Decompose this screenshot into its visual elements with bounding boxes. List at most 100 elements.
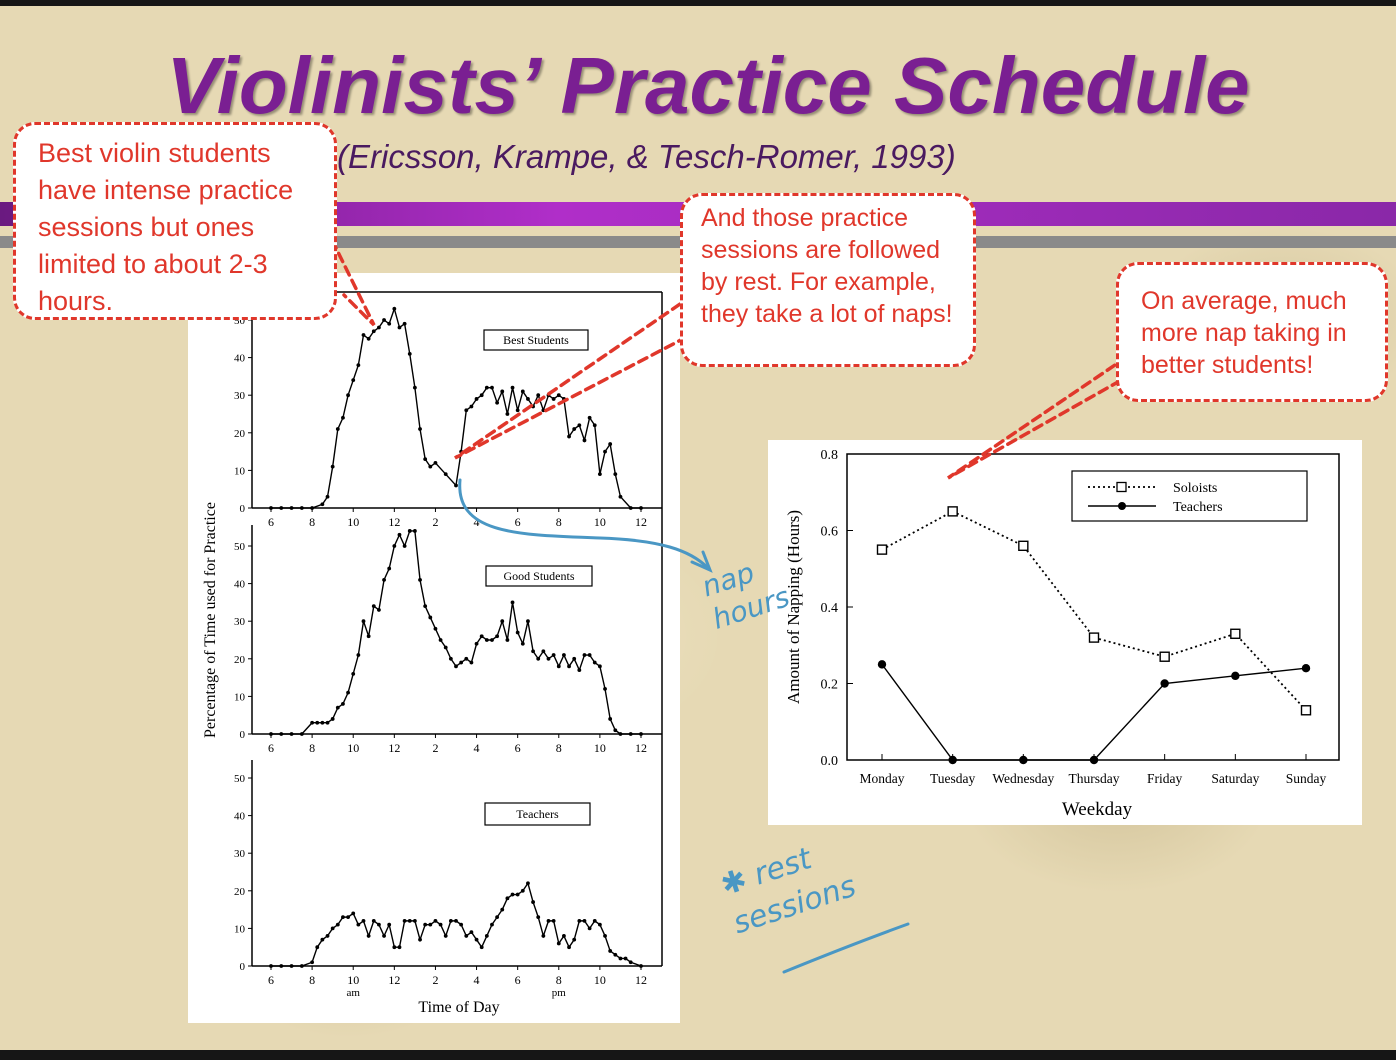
data-point-best — [361, 333, 366, 337]
data-point-good — [592, 660, 597, 665]
data-point-teachers — [551, 918, 556, 923]
data-point-teachers — [330, 926, 335, 931]
data-point-good — [551, 653, 556, 657]
x-tick-label-teachers: 12 — [635, 973, 647, 987]
slide-subtitle: (Ericsson, Krampe, & Tesch-Romer, 1993) — [337, 138, 956, 175]
data-point-best — [387, 321, 392, 326]
x-tick-label-good: 8 — [309, 741, 315, 755]
data-point-best — [366, 336, 371, 341]
data-point-teachers — [484, 934, 489, 938]
data-point-teachers — [397, 945, 402, 950]
x-tick-label-best: 10 — [594, 515, 606, 529]
x-tick-label: Friday — [1147, 771, 1182, 786]
data-point-good — [597, 664, 602, 669]
data-point-teachers — [325, 934, 330, 938]
data-point-good — [330, 717, 335, 721]
y-tick-label-teachers: 10 — [234, 923, 246, 935]
slide-title: Violinists’ Practice Schedule — [166, 41, 1250, 130]
data-point-good — [310, 720, 315, 725]
data-point-best — [402, 321, 407, 326]
data-point-teachers — [526, 881, 530, 886]
data-point-good — [536, 656, 541, 661]
practice-chart-panel — [188, 273, 680, 1023]
y-tick-label-teachers: 40 — [234, 811, 246, 823]
data-point-teachers — [464, 934, 469, 938]
y-tick-label-best: 40 — [234, 353, 246, 365]
data-point-good — [392, 544, 397, 548]
data-point-best — [330, 464, 335, 469]
data-point-teachers — [597, 922, 602, 927]
subplot-label-box-teachers — [484, 802, 591, 826]
subplot-label-teachers: Teachers — [516, 807, 559, 821]
data-point-teachers — [546, 918, 551, 923]
data-point-good — [515, 630, 520, 635]
callout-intense-sessions: Best violin students have intense practi… — [13, 122, 337, 320]
data-point-good — [490, 638, 494, 642]
x-tick-label-best: 10 — [347, 515, 359, 529]
x-tick-label: Tuesday — [930, 771, 976, 786]
data-point-good — [351, 671, 356, 676]
data-point-teachers — [562, 934, 566, 938]
data-point-good — [572, 656, 577, 661]
callout-nap-average: On average, much more nap taking in bett… — [1116, 262, 1388, 402]
data-point-teachers — [495, 915, 500, 920]
data-point-good — [474, 641, 479, 646]
data-point-teachers — [520, 888, 525, 893]
data-point-best — [423, 457, 428, 462]
data-point-best — [608, 442, 613, 446]
x-tick-label-best: 6 — [268, 515, 274, 529]
y-tick-label: 0.8 — [821, 448, 839, 463]
handwritten-arrowhead — [690, 550, 713, 573]
data-point-soloists — [947, 506, 958, 517]
data-point-teachers — [448, 918, 453, 923]
data-point-teachers — [289, 964, 294, 968]
x-tick-label-good: 12 — [635, 741, 647, 755]
data-point-soloists — [1088, 632, 1100, 643]
data-point-best — [418, 427, 422, 431]
data-point-teachers — [613, 952, 618, 957]
data-point-teachers — [505, 896, 510, 901]
data-point-teachers — [1160, 679, 1169, 688]
data-point-best — [428, 464, 433, 469]
x-tick-label-teachers: 6 — [515, 973, 521, 987]
data-point-good — [567, 664, 571, 669]
data-point-best — [639, 506, 643, 510]
y-tick-label-best: 0 — [240, 503, 246, 515]
y-tick-label-good: 0 — [240, 729, 246, 741]
data-point-teachers — [536, 915, 541, 920]
subplot-label-box-good — [485, 565, 593, 587]
data-point-best — [628, 506, 633, 510]
data-point-best — [577, 423, 582, 428]
y-axis-title: Amount of Napping (Hours) — [784, 510, 803, 704]
data-point-good — [423, 604, 428, 609]
data-point-good — [402, 544, 407, 548]
data-point-teachers — [335, 922, 340, 927]
top-bar — [0, 0, 1396, 6]
x-tick-label-good: 10 — [347, 741, 359, 755]
legend-label-soloists: Soloists — [1173, 481, 1217, 496]
data-point-teachers — [366, 934, 371, 938]
data-point-best — [618, 494, 623, 499]
data-point-best — [351, 378, 356, 383]
data-point-teachers — [382, 934, 386, 938]
data-point-teachers — [541, 934, 546, 938]
callout-pointer-1 — [330, 238, 376, 327]
data-point-soloists — [1230, 628, 1241, 639]
data-point-good — [469, 660, 474, 665]
data-point-best — [454, 483, 458, 488]
y-tick-label-good: 50 — [234, 541, 246, 553]
x-axis-title: Weekday — [1062, 799, 1133, 820]
data-point-best — [392, 306, 397, 311]
data-point-good — [520, 641, 525, 646]
handwritten-arrow — [458, 478, 710, 570]
y-tick-label-teachers: 20 — [234, 886, 246, 898]
x-tick-label-teachers: 10 — [347, 973, 359, 987]
data-point-teachers — [315, 945, 320, 950]
data-point-teachers — [582, 918, 587, 923]
data-point-good — [387, 566, 392, 571]
data-point-best — [320, 502, 325, 507]
data-point-teachers — [423, 922, 428, 927]
data-point-good — [510, 600, 515, 605]
data-point-teachers — [479, 945, 484, 950]
data-point-best — [474, 397, 479, 401]
